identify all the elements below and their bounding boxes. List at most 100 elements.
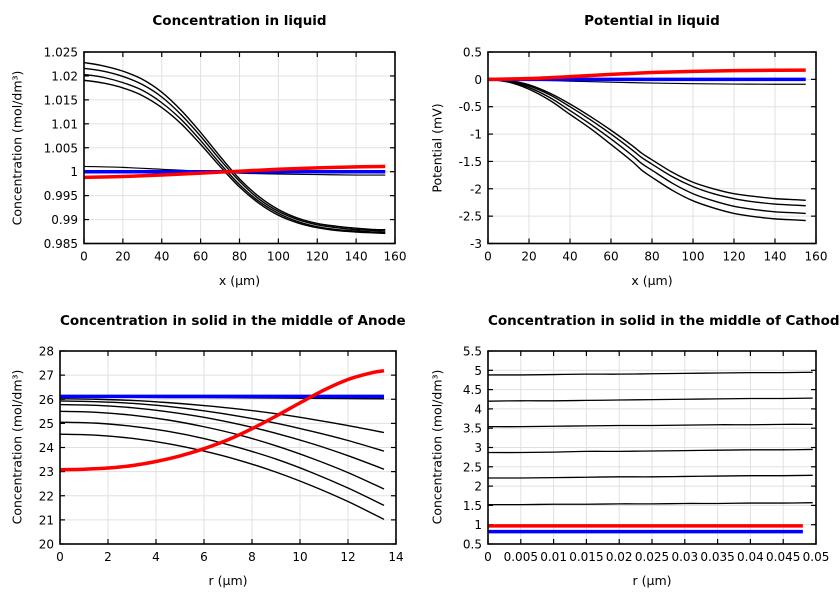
chart-title: Potential in liquid: [584, 13, 720, 29]
x-tick-label: 0: [56, 550, 64, 564]
x-tick-label: 14: [388, 550, 403, 564]
x-tick-label: 140: [764, 250, 787, 264]
y-tick-label: -1: [470, 128, 482, 142]
y-tick-label: 5: [474, 364, 482, 378]
x-tick-label: 100: [682, 250, 705, 264]
y-tick-label: 2.5: [463, 460, 482, 474]
y-tick-label: 1.025: [44, 46, 78, 60]
x-tick-label: 80: [644, 250, 659, 264]
y-tick-label: 3.5: [463, 422, 482, 436]
x-tick-label: 0.045: [766, 550, 800, 564]
series-red-final-profile: [83, 164, 386, 180]
series-time-curve-3: [487, 423, 813, 428]
x-tick-label: 0: [80, 250, 88, 264]
series-time-curve-4: [83, 79, 386, 235]
axes-border: [83, 51, 396, 245]
series-time-curve-1: [83, 61, 386, 231]
x-tick-label: 10: [292, 550, 307, 564]
x-tick-label: 120: [306, 250, 329, 264]
y-tick-label: 4: [474, 402, 482, 416]
series-red-final-profile: [59, 369, 385, 472]
panel-concentration-in-liquid: 0 20 40 60 80 100 120 140 160 0.985 0.99 0.995 1 1.00…: [0, 0, 420, 300]
y-tick-label: 0.5: [463, 538, 482, 552]
series-time-curve-2: [59, 400, 385, 452]
series-time-curve-3: [487, 78, 806, 215]
series-time-curve-3: [59, 403, 385, 470]
y-tick-label: 26: [39, 393, 54, 407]
x-tick-label: 20: [521, 250, 536, 264]
y-tick-label: 3: [474, 441, 482, 455]
x-axis-label: r (µm): [632, 573, 672, 588]
x-tick-label: 0.015: [569, 550, 603, 564]
y-tick-label: 0.995: [44, 189, 78, 203]
x-tick-label: 4: [152, 550, 160, 564]
y-tick-label: -0.5: [459, 100, 482, 114]
y-tick-label: 23: [39, 465, 54, 479]
series-time-curve-2: [487, 397, 813, 402]
chart-title: Concentration in liquid: [152, 13, 327, 29]
x-axis-label: x (µm): [218, 273, 261, 288]
axes-border: [59, 350, 397, 545]
potential-in-liquid-chart: 0 20 40 60 80 100 120 140 160 -3 -2.5 -2 -1.5 -1 -0.5 0…: [459, 46, 828, 264]
x-axis-label: x (µm): [631, 273, 673, 288]
x-tick-label: 140: [345, 250, 368, 264]
series-time-curve-2: [83, 67, 386, 232]
y-tick-label: 27: [39, 369, 54, 383]
x-tick-label: 0: [484, 550, 492, 564]
x-tick-label: 120: [723, 250, 746, 264]
axes-border: [487, 51, 817, 245]
y-tick-label: 1.02: [51, 69, 78, 83]
x-tick-label: 0.005: [504, 550, 538, 564]
y-tick-label: 1.5: [463, 499, 482, 513]
y-tick-label: 1.015: [44, 93, 78, 107]
series-time-curve-4: [59, 410, 385, 490]
series-time-curve-1: [487, 78, 806, 201]
series-time-curve-5: [487, 474, 813, 479]
x-tick-label: 0.03: [671, 550, 698, 564]
x-tick-label: 6: [200, 550, 208, 564]
y-tick-label: -3: [470, 237, 482, 251]
x-tick-label: 0.05: [803, 550, 830, 564]
x-tick-label: 60: [193, 250, 208, 264]
x-tick-label: 0.02: [606, 550, 633, 564]
x-tick-label: 160: [805, 250, 828, 264]
x-tick-label: 0: [484, 250, 492, 264]
panel-concentration-solid-anode: 0 2 4 6 8 10 12 14 20 21 22 23 24 25 26 27 28 Concentrat…: [0, 300, 420, 600]
x-tick-label: 60: [603, 250, 618, 264]
x-tick-label: 0.04: [737, 550, 764, 564]
series-time-curve-1: [487, 371, 813, 376]
y-axis-label: Concentration (mol/dm³): [9, 369, 25, 525]
y-tick-label: 0: [474, 73, 482, 87]
y-tick-label: 1.005: [44, 141, 78, 155]
series-time-curve-6: [487, 502, 813, 506]
x-tick-label: 8: [248, 550, 256, 564]
concentration-solid-cathode-chart: 0 0.005 0.01 0.015 0.02 0.025 0.03 0.035 0.04 0.0…: [463, 345, 830, 565]
y-tick-label: 20: [39, 538, 54, 552]
series-red-final-profile: [487, 68, 806, 82]
y-tick-label: 25: [39, 417, 54, 431]
chart-title: Concentration in solid in the middle of …: [60, 313, 406, 329]
y-tick-label: -1.5: [459, 155, 482, 169]
x-tick-label: 12: [340, 550, 355, 564]
series-time-curve-2: [487, 78, 806, 207]
x-axis-label: r (µm): [208, 573, 248, 588]
series-time-curve-1: [59, 398, 385, 434]
panel-concentration-solid-cathode: 0 0.005 0.01 0.015 0.02 0.025 0.03 0.035 0.04 0.0…: [420, 300, 840, 600]
x-tick-label: 40: [154, 250, 169, 264]
y-tick-label: 2: [474, 480, 482, 494]
y-tick-label: 1.01: [51, 117, 78, 131]
y-tick-label: -2: [470, 182, 482, 196]
y-tick-label: 24: [39, 441, 54, 455]
x-tick-label: 100: [267, 250, 290, 264]
y-tick-label: 5.5: [463, 345, 482, 359]
concentration-in-liquid-chart: 0 20 40 60 80 100 120 140 160 0.985 0.99 0.995 1 1.00…: [44, 46, 407, 264]
x-tick-label: 80: [232, 250, 247, 264]
series-time-curve-3: [83, 73, 386, 234]
series-time-curve-6: [59, 433, 385, 521]
x-tick-label: 0.01: [540, 550, 567, 564]
x-tick-label: 0.035: [700, 550, 734, 564]
series-time-curve-5: [59, 421, 385, 507]
y-tick-label: 0.985: [44, 237, 78, 251]
y-axis-label: Potential (mV): [429, 103, 445, 193]
